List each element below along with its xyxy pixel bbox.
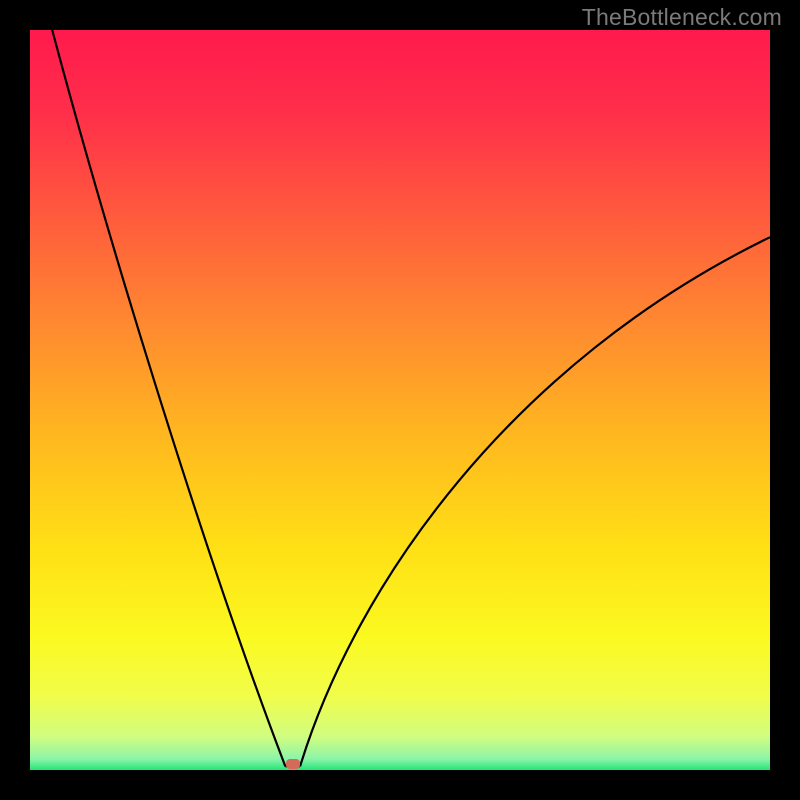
plot-area xyxy=(30,30,770,770)
bottleneck-curve-svg xyxy=(30,30,770,770)
optimal-point-marker xyxy=(286,759,300,769)
curve-right-branch xyxy=(300,237,770,766)
curve-left-branch xyxy=(52,30,285,766)
watermark-text: TheBottleneck.com xyxy=(582,4,782,31)
